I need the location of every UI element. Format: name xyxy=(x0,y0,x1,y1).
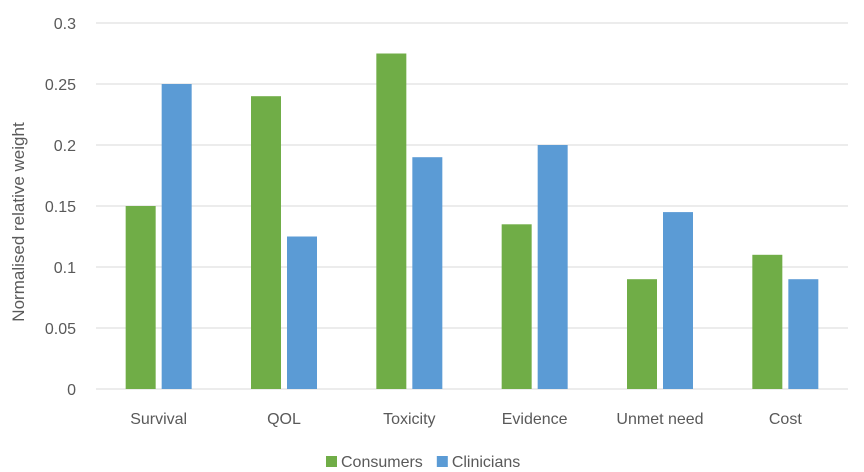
legend-label-clinicians: Clinicians xyxy=(452,454,520,471)
y-tick-label: 0.15 xyxy=(45,199,76,216)
bar-clinicians-cost xyxy=(788,279,819,389)
x-category-label: Survival xyxy=(130,411,187,428)
grid-lines xyxy=(96,22,848,390)
legend-swatch-consumers xyxy=(326,456,337,467)
y-axis-title: Normalised relative weight xyxy=(9,122,28,322)
y-tick-label: 0 xyxy=(67,382,76,399)
y-tick-label: 0.3 xyxy=(54,16,76,33)
bar-clinicians-survival xyxy=(161,84,192,389)
bar-consumers-evidence xyxy=(501,224,532,389)
y-tick-label: 0.05 xyxy=(45,321,76,338)
bar-consumers-toxicity xyxy=(376,53,407,389)
category-labels: Survival QOL Toxicity Evidence Unmet need Cos… xyxy=(130,411,802,428)
x-category-label: Evidence xyxy=(502,411,568,428)
legend-swatch-clinicians xyxy=(436,456,448,467)
y-tick-label: 0.2 xyxy=(54,138,76,155)
bar-clinicians-evidence xyxy=(537,145,568,389)
legend: Consumers Clinicians xyxy=(326,454,520,471)
y-tick-label: 0.1 xyxy=(54,260,76,277)
x-category-label: Toxicity xyxy=(383,411,435,428)
bar-consumers-unmet-need xyxy=(627,279,657,389)
y-tick-labels: 0 0.05 0.1 0.15 0.2 0.25 0.3 xyxy=(45,16,76,399)
bar-clinicians-toxicity xyxy=(412,157,443,389)
x-category-label: QOL xyxy=(267,411,301,428)
x-category-label: Unmet need xyxy=(616,411,703,428)
x-category-label: Cost xyxy=(769,411,802,428)
y-tick-label: 0.25 xyxy=(45,77,76,94)
bar-consumers-cost xyxy=(752,254,783,389)
legend-label-consumers: Consumers xyxy=(341,454,423,471)
bar-consumers-qol xyxy=(251,96,281,389)
bar-consumers-survival xyxy=(125,206,156,389)
bars xyxy=(125,53,819,389)
bar-clinicians-qol xyxy=(287,236,317,389)
bar-clinicians-unmet-need xyxy=(663,212,693,389)
